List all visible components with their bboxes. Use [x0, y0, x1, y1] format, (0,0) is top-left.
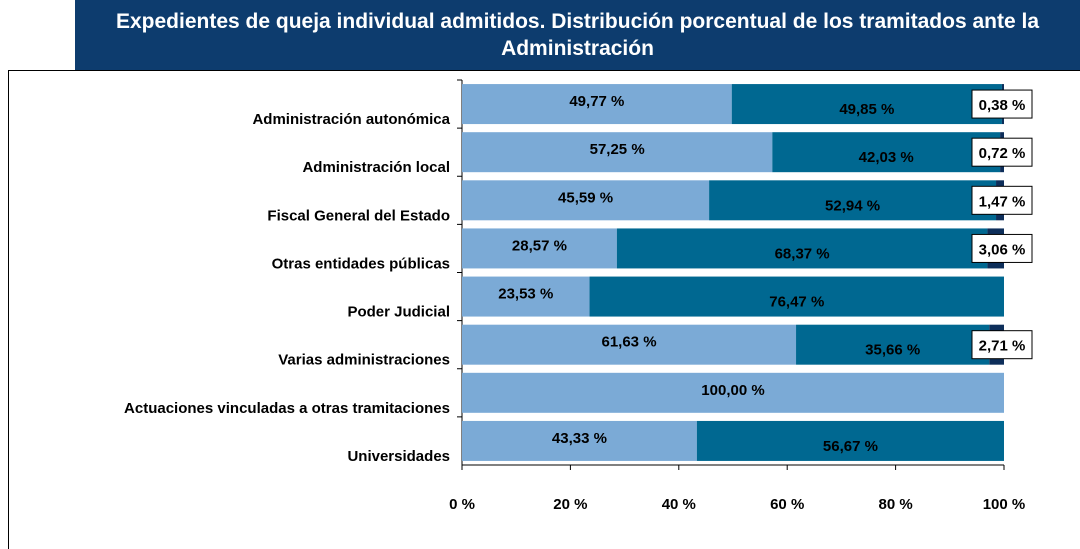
y-tick-label: Administración local: [302, 159, 450, 176]
bar-segment: [462, 180, 710, 221]
label-box: [971, 330, 1033, 360]
data-label: 45,59 %: [558, 189, 613, 206]
y-tick-label: Fiscal General del Estado: [267, 207, 450, 224]
x-tick-label: 0 %: [449, 496, 475, 513]
bar-segment: [462, 324, 797, 365]
bar-segment: [696, 420, 1004, 461]
chart-title: Expedientes de queja individual admitido…: [75, 0, 1080, 70]
data-label: 0,72 %: [979, 145, 1026, 162]
x-tick-label: 20 %: [553, 496, 587, 513]
data-label: 52,94 %: [825, 197, 880, 214]
data-label: 28,57 %: [512, 237, 567, 254]
data-label: 76,47 %: [769, 294, 824, 311]
data-label: 1,47 %: [979, 193, 1026, 210]
data-label: 68,37 %: [775, 245, 830, 262]
bar-segment: [462, 228, 617, 269]
bar-segment: [462, 132, 773, 173]
x-tick-label: 80 %: [878, 496, 912, 513]
y-tick-label: Actuaciones vinculadas a otras tramitaci…: [124, 400, 450, 417]
data-label: 49,85 %: [839, 101, 894, 118]
y-tick-label: Administración autonómica: [252, 111, 450, 128]
data-label: 2,71 %: [979, 338, 1026, 355]
bar-segment: [709, 180, 997, 221]
y-tick-label: Universidades: [347, 448, 450, 465]
data-label: 49,77 %: [569, 93, 624, 110]
bar-segment: [462, 372, 1004, 413]
data-label: 100,00 %: [701, 382, 764, 399]
bar-segment: [772, 132, 1001, 173]
data-label: 35,66 %: [865, 342, 920, 359]
data-label: 3,06 %: [979, 241, 1026, 258]
bar-segment: [462, 420, 697, 461]
label-box: [971, 233, 1033, 263]
x-tick-label: 40 %: [662, 496, 696, 513]
bar-segment: [616, 228, 988, 269]
x-tick-label: 60 %: [770, 496, 804, 513]
bar-segment: [731, 84, 1002, 125]
bar-segment: [589, 276, 1004, 317]
label-box: [971, 137, 1033, 167]
label-box: [971, 89, 1033, 119]
data-label: 57,25 %: [590, 141, 645, 158]
data-label: 56,67 %: [823, 438, 878, 455]
y-tick-label: Varias administraciones: [278, 352, 450, 369]
data-label: 23,53 %: [498, 286, 553, 303]
bar-segment: [462, 276, 590, 317]
label-box: [971, 185, 1033, 215]
y-tick-label: Poder Judicial: [347, 304, 450, 321]
data-label: 61,63 %: [601, 334, 656, 351]
bar-segment: [462, 84, 732, 125]
data-label: 0,38 %: [979, 97, 1026, 114]
x-tick-label: 100 %: [983, 496, 1026, 513]
y-tick-label: Otras entidades públicas: [272, 255, 450, 272]
data-label: 43,33 %: [552, 430, 607, 447]
bar-segment: [796, 324, 990, 365]
data-label: 42,03 %: [859, 149, 914, 166]
